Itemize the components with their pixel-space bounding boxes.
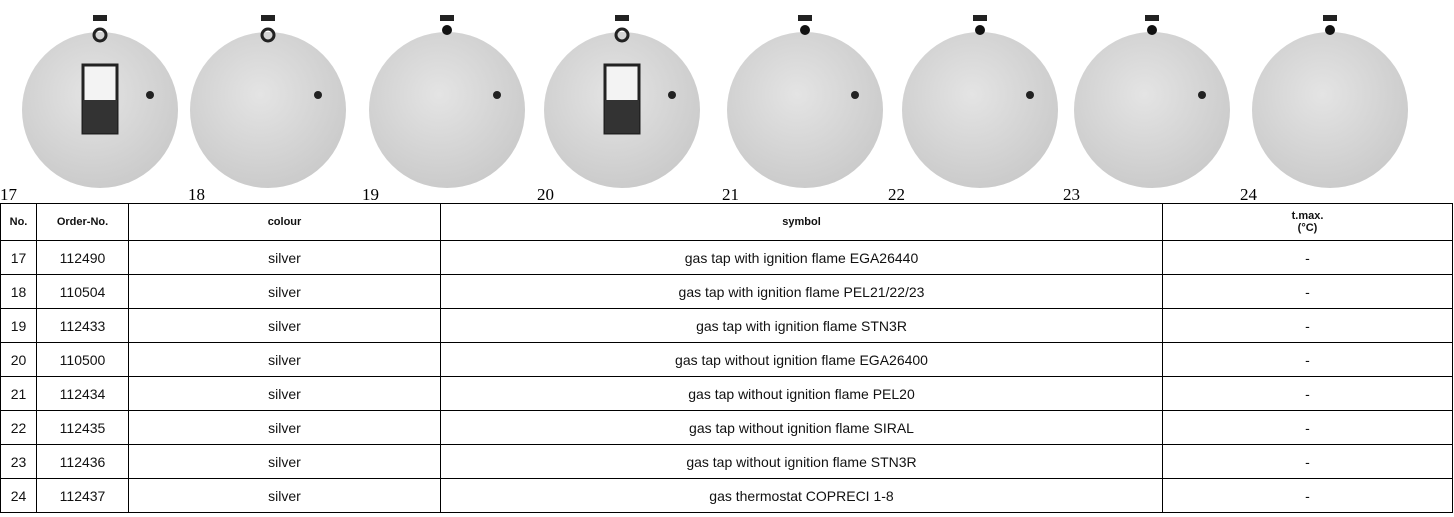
table-cell: 23	[0, 444, 37, 479]
table-cell: silver	[128, 240, 441, 275]
table-cell: silver	[128, 376, 441, 411]
knob-ring	[260, 27, 276, 43]
table-cell: 112433	[36, 308, 129, 343]
image-label: 18	[188, 185, 205, 203]
knob-mark	[851, 91, 859, 99]
table-row: 21 112434 silver gas tap without ignition f…	[0, 376, 1453, 411]
knob-ring	[92, 27, 108, 43]
table-row: 20 110500 silver gas tap without ignition f…	[0, 342, 1453, 377]
knob-mark	[314, 91, 322, 99]
table-cell: gas tap without ignition flame EGA26400	[440, 342, 1163, 377]
table-row: 22 112435 silver gas tap without ignition f…	[0, 410, 1453, 445]
header-cell: No.	[0, 203, 37, 241]
table-cell: 110500	[36, 342, 129, 377]
header-cell: symbol	[440, 203, 1163, 241]
table-cell: 22	[0, 410, 37, 445]
knob-mark	[668, 91, 676, 99]
table-cell: silver	[128, 478, 441, 513]
table-cell: gas tap without ignition flame PEL20	[440, 376, 1163, 411]
table-cell: 21	[0, 376, 37, 411]
table-cell: 17	[0, 240, 37, 275]
table-cell: silver	[128, 410, 441, 445]
knob-dot	[1325, 25, 1335, 35]
table-cell: 112437	[36, 478, 129, 513]
knob	[190, 32, 346, 188]
table-cell: -	[1162, 240, 1453, 275]
knob-dot	[800, 25, 810, 35]
table-row: 17 112490 silver gas tap with ignition flam…	[0, 240, 1453, 275]
knob-dot	[442, 25, 452, 35]
table-row: 24 112437 silver gas thermostat COPRECI 1-8…	[0, 478, 1453, 513]
knob	[902, 32, 1058, 188]
knob-tab	[93, 15, 107, 21]
table-row: 18 110504 silver gas tap with ignition flam…	[0, 274, 1453, 309]
knob-dot	[1147, 25, 1157, 35]
table-row: 23 112436 silver gas tap without ignition f…	[0, 444, 1453, 479]
table-body: 17 112490 silver gas tap with ignition flam…	[0, 240, 1453, 513]
image-label: 19	[362, 185, 379, 203]
table-cell: 18	[0, 274, 37, 309]
header-cell: Order-No.	[36, 203, 129, 241]
knob-tab	[440, 15, 454, 21]
image-label: 24	[1240, 185, 1258, 203]
table-cell: gas thermostat COPRECI 1-8	[440, 478, 1163, 513]
knob-window-fill	[83, 100, 117, 133]
image-label: 20	[537, 185, 554, 203]
table-cell: silver	[128, 308, 441, 343]
knob	[1252, 32, 1408, 188]
table-cell: -	[1162, 376, 1453, 411]
image-label: 17	[0, 185, 18, 203]
table-cell: 112490	[36, 240, 129, 275]
knob-tab	[615, 15, 629, 21]
knob-ring	[614, 27, 630, 43]
knob-tab	[261, 15, 275, 21]
knob-tab	[973, 15, 987, 21]
table-row: 19 112433 silver gas tap with ignition flam…	[0, 308, 1453, 343]
table-cell: -	[1162, 342, 1453, 377]
knob-mark	[493, 91, 501, 99]
knob-tab	[1145, 15, 1159, 21]
table-cell: silver	[128, 274, 441, 309]
table-cell: -	[1162, 478, 1453, 513]
table-cell: gas tap with ignition flame EGA26440	[440, 240, 1163, 275]
table-cell: -	[1162, 274, 1453, 309]
knob-tab	[798, 15, 812, 21]
knob-dot	[975, 25, 985, 35]
knob-mark	[146, 91, 154, 99]
table-cell: silver	[128, 444, 441, 479]
table-cell: silver	[128, 342, 441, 377]
table-cell: -	[1162, 410, 1453, 445]
table-cell: 19	[0, 308, 37, 343]
table-cell: 112434	[36, 376, 129, 411]
image-label: 23	[1063, 185, 1080, 203]
knob-mark	[1198, 91, 1206, 99]
table-cell: 112436	[36, 444, 129, 479]
table-cell: 112435	[36, 410, 129, 445]
table-cell: -	[1162, 308, 1453, 343]
table-cell: 24	[0, 478, 37, 513]
header-row: No. Order-No. colour symbol t.max. (°C)	[0, 203, 1453, 241]
knob	[727, 32, 883, 188]
knob-window-fill	[605, 100, 639, 133]
table-cell: 20	[0, 342, 37, 377]
table-cell: gas tap with ignition flame PEL21/22/23	[440, 274, 1163, 309]
table-cell: gas tap without ignition flame SIRAL	[440, 410, 1163, 445]
table-cell: gas tap without ignition flame STN3R	[440, 444, 1163, 479]
image-label: 22	[888, 185, 905, 203]
table-cell: -	[1162, 444, 1453, 479]
knob-mark	[1026, 91, 1034, 99]
table-cell: 110504	[36, 274, 129, 309]
knob	[1074, 32, 1230, 188]
header-cell: colour	[128, 203, 441, 241]
header-cell: t.max. (°C)	[1162, 203, 1453, 241]
table-cell: gas tap with ignition flame STN3R	[440, 308, 1163, 343]
knob-images: 17 18 19 20 21 22 23 24	[0, 15, 1408, 203]
knob-tab	[1323, 15, 1337, 21]
knob	[369, 32, 525, 188]
product-table: No. Order-No. colour symbol t.max. (°C) 17 11…	[0, 203, 1453, 513]
image-label: 21	[722, 185, 739, 203]
